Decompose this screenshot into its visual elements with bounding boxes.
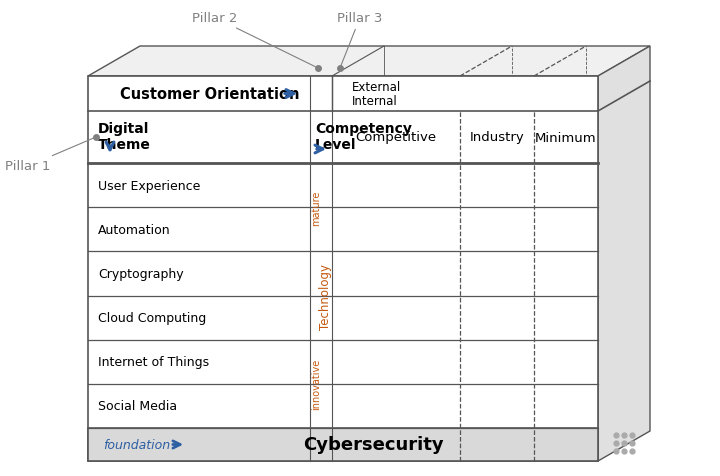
- Bar: [88, 428, 598, 461]
- Text: Level: Level: [315, 138, 356, 152]
- Text: mature: mature: [311, 190, 321, 225]
- Text: foundation: foundation: [103, 438, 170, 451]
- Text: Minimum: Minimum: [535, 131, 597, 144]
- Polygon shape: [88, 47, 650, 77]
- Text: Theme: Theme: [98, 138, 151, 152]
- Text: Competitive: Competitive: [356, 131, 436, 144]
- Text: Cloud Computing: Cloud Computing: [98, 311, 206, 325]
- Text: Technology: Technology: [318, 263, 331, 329]
- Text: Pillar 3: Pillar 3: [337, 12, 383, 66]
- Text: External: External: [352, 81, 401, 94]
- Text: innovative: innovative: [311, 358, 321, 409]
- Text: Internal: Internal: [352, 95, 397, 108]
- Text: Social Media: Social Media: [98, 399, 177, 413]
- Text: Pillar 1: Pillar 1: [5, 139, 94, 173]
- Text: Cybersecurity: Cybersecurity: [302, 436, 444, 454]
- Text: Competency: Competency: [315, 122, 412, 136]
- Text: Cryptography: Cryptography: [98, 268, 184, 280]
- Text: Automation: Automation: [98, 223, 171, 236]
- Polygon shape: [598, 47, 650, 461]
- Text: Customer Orientation: Customer Orientation: [120, 87, 300, 102]
- Text: Industry: Industry: [469, 131, 524, 144]
- Bar: [88, 77, 598, 461]
- Text: Internet of Things: Internet of Things: [98, 356, 209, 368]
- Text: Pillar 2: Pillar 2: [192, 12, 315, 68]
- Text: Digital: Digital: [98, 122, 149, 136]
- Text: User Experience: User Experience: [98, 179, 200, 192]
